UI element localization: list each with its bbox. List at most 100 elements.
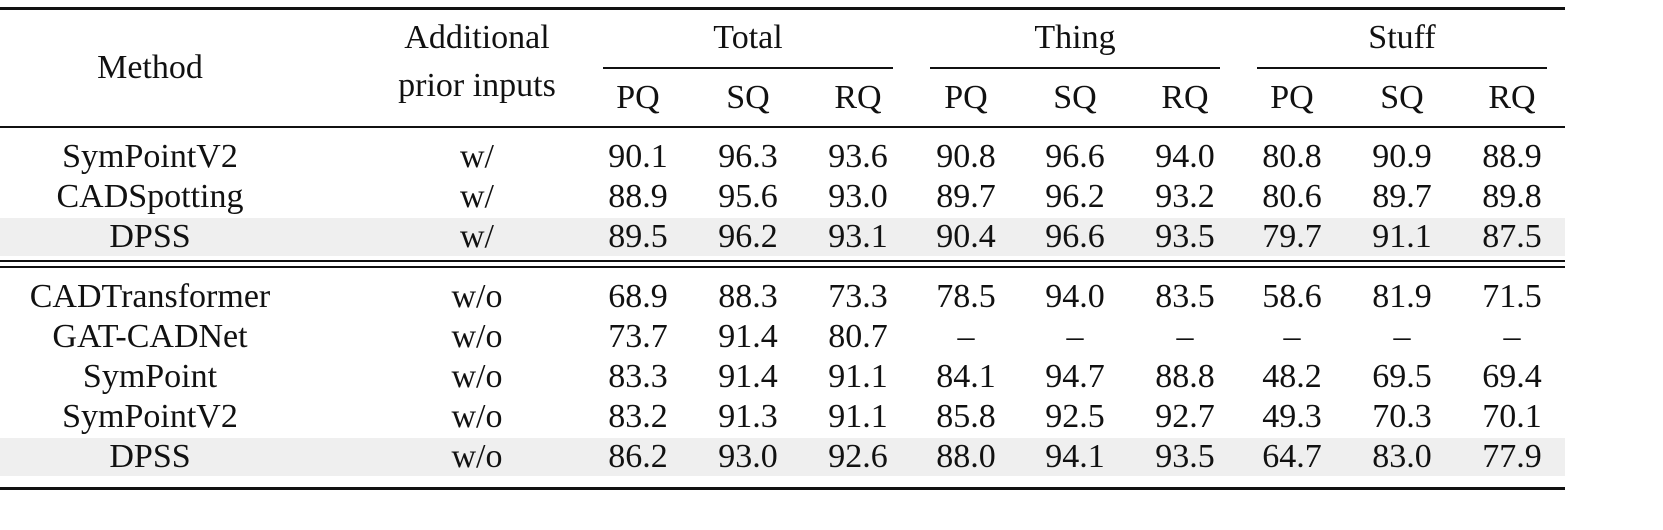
rule (0, 266, 1565, 268)
value-cell: 94.0 (1155, 138, 1215, 175)
metric-header: RQ (1161, 79, 1209, 116)
value-cell: – (1283, 318, 1301, 355)
value-cell: – (1176, 318, 1194, 355)
value-cell: 73.3 (828, 278, 888, 315)
prior-cell: w/ (460, 178, 494, 215)
value-cell: 73.7 (608, 318, 668, 355)
value-cell: 80.7 (828, 318, 888, 355)
value-cell: 91.1 (828, 358, 888, 395)
value-cell: 83.2 (608, 398, 668, 435)
value-cell: 90.1 (608, 138, 668, 175)
value-cell: – (1066, 318, 1084, 355)
header-method: Method (97, 49, 203, 86)
metric-header: SQ (1380, 79, 1424, 116)
value-cell: 94.0 (1045, 278, 1105, 315)
value-cell: 83.3 (608, 358, 668, 395)
group-header: Thing (1034, 19, 1116, 56)
metric-header: RQ (1488, 79, 1536, 116)
value-cell: 96.6 (1045, 138, 1105, 175)
value-cell: 88.3 (718, 278, 778, 315)
value-cell: 91.1 (1372, 218, 1432, 255)
method-cell: CADSpotting (56, 178, 244, 215)
value-cell: 90.9 (1372, 138, 1432, 175)
value-cell: 86.2 (608, 438, 668, 475)
value-cell: 89.7 (936, 178, 996, 215)
method-cell: SymPointV2 (62, 398, 238, 435)
value-cell: 92.7 (1155, 398, 1215, 435)
value-cell: 77.9 (1482, 438, 1542, 475)
rule (603, 67, 893, 69)
value-cell: 78.5 (936, 278, 996, 315)
rule (0, 7, 1565, 10)
value-cell: 95.6 (718, 178, 778, 215)
value-cell: 79.7 (1262, 218, 1322, 255)
value-cell: 81.9 (1372, 278, 1432, 315)
metric-header: PQ (1270, 79, 1314, 116)
value-cell: 93.2 (1155, 178, 1215, 215)
value-cell: 83.0 (1372, 438, 1432, 475)
value-cell: 93.5 (1155, 438, 1215, 475)
row-shade (0, 218, 1565, 256)
value-cell: 91.4 (718, 358, 778, 395)
rule (0, 260, 1565, 262)
metric-header: SQ (1053, 79, 1097, 116)
value-cell: 87.5 (1482, 218, 1542, 255)
value-cell: 84.1 (936, 358, 996, 395)
value-cell: 93.1 (828, 218, 888, 255)
value-cell: 94.1 (1045, 438, 1105, 475)
prior-cell: w/ (460, 218, 494, 255)
value-cell: 80.6 (1262, 178, 1322, 215)
value-cell: – (1503, 318, 1521, 355)
value-cell: 93.6 (828, 138, 888, 175)
value-cell: 80.8 (1262, 138, 1322, 175)
prior-cell: w/o (451, 278, 503, 315)
value-cell: 91.3 (718, 398, 778, 435)
rule (1257, 67, 1547, 69)
rule (0, 487, 1565, 490)
metric-header: PQ (944, 79, 988, 116)
value-cell: 96.2 (1045, 178, 1105, 215)
value-cell: 69.4 (1482, 358, 1542, 395)
value-cell: 88.9 (1482, 138, 1542, 175)
value-cell: 90.8 (936, 138, 996, 175)
header-prior: Additional prior inputs (398, 19, 556, 104)
value-cell: 94.7 (1045, 358, 1105, 395)
value-cell: 93.0 (718, 438, 778, 475)
prior-cell: w/ (460, 138, 494, 175)
row-shade (0, 438, 1565, 476)
prior-cell: w/o (451, 318, 503, 355)
value-cell: 70.1 (1482, 398, 1542, 435)
value-cell: 89.5 (608, 218, 668, 255)
rule (930, 67, 1220, 69)
method-cell: GAT-CADNet (52, 318, 248, 355)
prior-cell: w/o (451, 398, 503, 435)
metric-header: SQ (726, 79, 770, 116)
value-cell: 89.8 (1482, 178, 1542, 215)
value-cell: 64.7 (1262, 438, 1322, 475)
metric-header: PQ (616, 79, 660, 116)
value-cell: 83.5 (1155, 278, 1215, 315)
value-cell: 92.6 (828, 438, 888, 475)
value-cell: – (1393, 318, 1411, 355)
metric-header: RQ (834, 79, 882, 116)
value-cell: – (957, 318, 975, 355)
value-cell: 89.7 (1372, 178, 1432, 215)
value-cell: 93.0 (828, 178, 888, 215)
value-cell: 96.3 (718, 138, 778, 175)
method-cell: SymPointV2 (62, 138, 238, 175)
value-cell: 96.6 (1045, 218, 1105, 255)
value-cell: 93.5 (1155, 218, 1215, 255)
method-cell: DPSS (109, 438, 191, 475)
prior-cell: w/o (451, 358, 503, 395)
value-cell: 71.5 (1482, 278, 1542, 315)
value-cell: 49.3 (1262, 398, 1322, 435)
value-cell: 92.5 (1045, 398, 1105, 435)
value-cell: 85.8 (936, 398, 996, 435)
value-cell: 96.2 (718, 218, 778, 255)
value-cell: 69.5 (1372, 358, 1432, 395)
value-cell: 48.2 (1262, 358, 1322, 395)
value-cell: 88.0 (936, 438, 996, 475)
value-cell: 88.8 (1155, 358, 1215, 395)
prior-cell: w/o (451, 438, 503, 475)
